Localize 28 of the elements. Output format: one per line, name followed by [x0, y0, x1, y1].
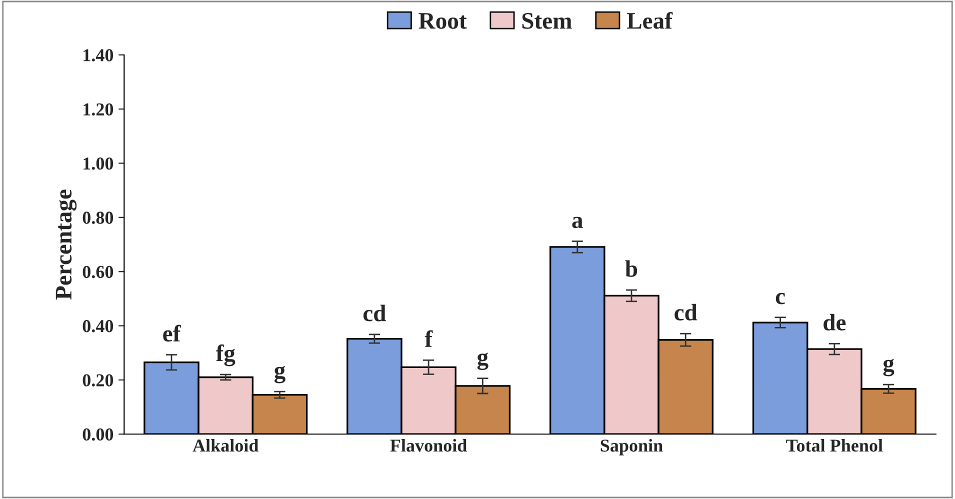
y-tick-label: 0.20: [82, 374, 114, 386]
data-label: cd: [363, 304, 386, 322]
y-tick-label: 0.00: [82, 428, 114, 441]
y-tick-label: 0.40: [82, 320, 114, 332]
data-label: b: [625, 260, 638, 277]
x-tick-label: Alkaloid: [192, 438, 259, 452]
legend-label: Leaf: [626, 12, 673, 29]
data-label: c: [776, 292, 785, 304]
data-label: fg: [216, 344, 236, 366]
data-label: g: [883, 358, 894, 376]
x-tick-label: Saponin: [600, 438, 663, 456]
y-tick-label: 0.60: [82, 266, 114, 278]
data-label: f: [424, 330, 433, 347]
y-tick-label: 1.00: [84, 158, 114, 170]
x-tick-label: Flavonoid: [390, 438, 467, 452]
data-label: g: [274, 366, 286, 384]
legend-label: Stem: [522, 12, 572, 29]
x-tick-label: Total Phenol: [786, 438, 883, 452]
data-label: cd: [674, 304, 698, 320]
y-tick-label: 1.40: [84, 49, 114, 62]
data-label: ef: [163, 324, 181, 342]
data-label: a: [572, 216, 583, 228]
y-tick-label: 1.20: [84, 103, 114, 116]
data-label: g: [477, 352, 488, 370]
y-axis-title: Percentage: [56, 190, 77, 300]
legend-label: Root: [418, 13, 467, 29]
data-label: de: [824, 314, 846, 331]
y-tick-label: 0.80: [82, 212, 114, 224]
